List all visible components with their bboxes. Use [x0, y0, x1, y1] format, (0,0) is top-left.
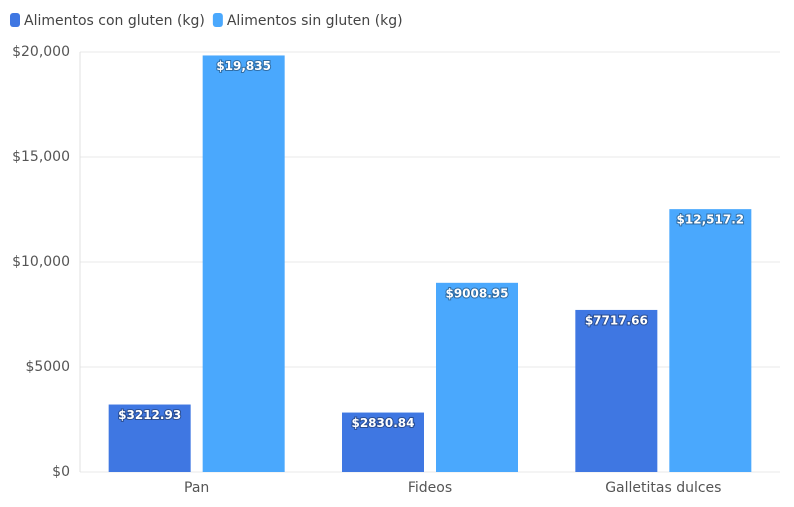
legend-label: Alimentos con gluten (kg): [24, 13, 205, 29]
y-tick-label: $15,000: [12, 149, 70, 165]
x-tick-label: Fideos: [408, 480, 452, 496]
bar: [108, 404, 191, 472]
bar: [202, 55, 285, 473]
value-label: $12,517.2: [677, 213, 745, 227]
x-tick-label: Galletitas dulces: [605, 480, 721, 496]
y-tick-label: $5000: [25, 359, 70, 375]
value-label: $3212.93: [118, 408, 181, 422]
bar: [436, 282, 518, 472]
value-label: $7717.66: [585, 313, 648, 327]
legend-label: Alimentos sin gluten (kg): [227, 13, 403, 29]
x-tick-label: Pan: [184, 480, 209, 496]
bar: [575, 309, 658, 472]
y-tick-label: $20,000: [12, 44, 70, 60]
legend-marker: [212, 13, 223, 27]
legend-marker: [10, 13, 20, 27]
y-tick-label: $0: [52, 464, 70, 480]
value-label: $9008.95: [445, 286, 508, 300]
value-label: $2830.84: [351, 416, 414, 430]
bar: [342, 412, 424, 472]
y-tick-label: $10,000: [12, 254, 70, 270]
value-label: $19,835: [216, 59, 271, 73]
bar: [669, 209, 752, 472]
